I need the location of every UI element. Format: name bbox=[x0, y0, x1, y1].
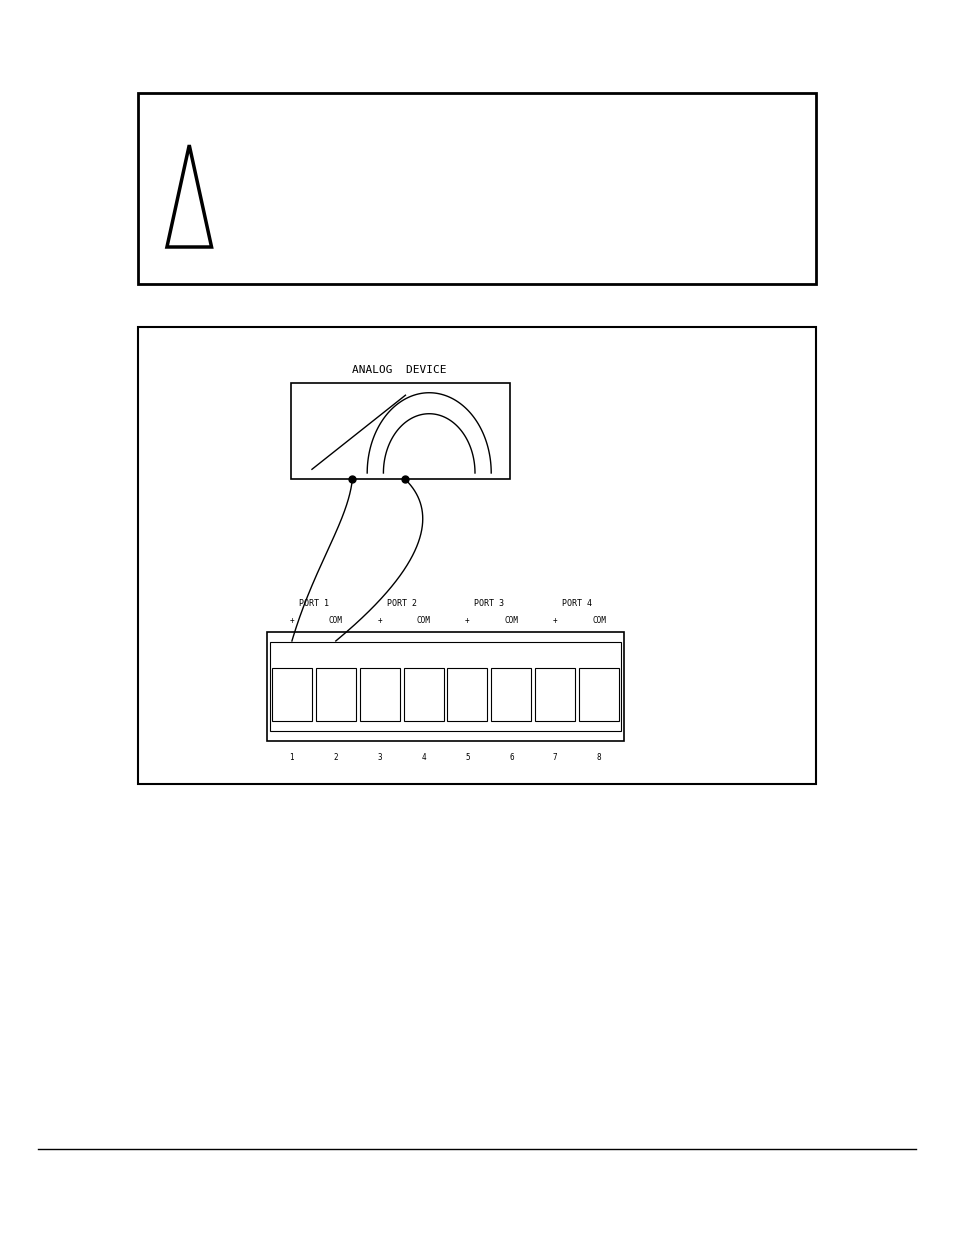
Text: COM: COM bbox=[416, 616, 430, 625]
Text: 8: 8 bbox=[597, 753, 600, 762]
Text: 3: 3 bbox=[377, 753, 381, 762]
Bar bbox=[291, 383, 510, 479]
Text: 5: 5 bbox=[465, 753, 469, 762]
Text: +: + bbox=[377, 616, 381, 625]
Text: COM: COM bbox=[504, 616, 517, 625]
Bar bbox=[578, 668, 618, 721]
Text: 1: 1 bbox=[290, 753, 294, 762]
Text: COM: COM bbox=[592, 616, 605, 625]
Bar bbox=[267, 632, 623, 741]
Bar bbox=[535, 668, 575, 721]
Bar bbox=[270, 642, 620, 731]
Text: PORT 4: PORT 4 bbox=[561, 599, 592, 608]
Text: 7: 7 bbox=[553, 753, 557, 762]
Text: +: + bbox=[553, 616, 557, 625]
Text: PORT 2: PORT 2 bbox=[386, 599, 416, 608]
Bar bbox=[315, 668, 355, 721]
Text: +: + bbox=[290, 616, 294, 625]
Text: 2: 2 bbox=[334, 753, 337, 762]
Bar bbox=[491, 668, 531, 721]
Polygon shape bbox=[167, 146, 212, 247]
Bar bbox=[138, 93, 815, 284]
Text: 6: 6 bbox=[509, 753, 513, 762]
Bar bbox=[447, 668, 487, 721]
Bar bbox=[403, 668, 443, 721]
Text: COM: COM bbox=[329, 616, 342, 625]
Bar bbox=[359, 668, 399, 721]
Text: PORT 1: PORT 1 bbox=[298, 599, 329, 608]
Text: 4: 4 bbox=[421, 753, 425, 762]
Bar bbox=[138, 327, 815, 784]
Text: +: + bbox=[465, 616, 469, 625]
Text: PORT 3: PORT 3 bbox=[474, 599, 504, 608]
Text: ANALOG  DEVICE: ANALOG DEVICE bbox=[351, 366, 446, 375]
Bar bbox=[272, 668, 312, 721]
